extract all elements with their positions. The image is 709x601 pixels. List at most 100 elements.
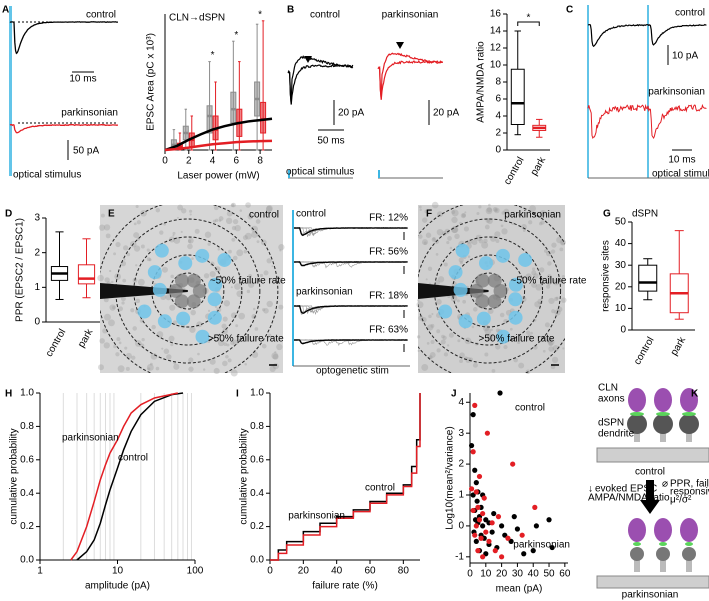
tissue-speckle: [156, 331, 164, 338]
tissue-speckle: [432, 237, 436, 241]
tissue-speckle: [416, 299, 420, 302]
tissue-speckle: [266, 258, 272, 264]
tissue-speckle: [265, 205, 273, 213]
tissue-speckle: [551, 309, 556, 314]
tissue-speckle: [487, 308, 494, 315]
tissue-speckle: [225, 217, 233, 225]
axon-terminal: [654, 388, 672, 412]
tissue-speckle: [279, 249, 282, 252]
y-tick-label: 0.8: [250, 421, 264, 432]
scatter-point: [511, 514, 517, 520]
tissue-speckle: [425, 278, 428, 281]
significance: *: [234, 30, 238, 41]
tissue-speckle: [135, 298, 141, 304]
trace-title: parkinsonian: [382, 10, 439, 21]
spine-neck: [634, 554, 640, 572]
tissue-speckle: [501, 228, 508, 235]
tissue-speckle: [430, 339, 435, 344]
scale-label: 10 ms: [668, 155, 695, 166]
tissue-speckle: [133, 245, 141, 252]
stimulus-bar: [9, 6, 12, 176]
scatter-point: [499, 554, 505, 560]
tissue-speckle: [150, 352, 158, 360]
tissue-speckle: [239, 209, 243, 212]
tissue-speckle: [545, 250, 552, 257]
tissue-speckle: [217, 248, 220, 251]
scatter-point: [470, 412, 476, 418]
tissue-speckle: [442, 231, 447, 236]
tissue-speckle: [146, 257, 151, 262]
tissue-speckle: [103, 313, 111, 321]
tissue-speckle: [416, 301, 424, 309]
tissue-speckle: [146, 363, 154, 371]
tissue-speckle: [243, 249, 248, 254]
tissue-speckle: [543, 249, 548, 253]
site-outer: [178, 256, 193, 271]
tissue-speckle: [546, 337, 553, 344]
tissue-speckle: [214, 218, 219, 223]
tissue-speckle: [110, 280, 114, 284]
site-inner: [168, 283, 183, 298]
synapse: [682, 412, 696, 416]
scatter-point: [489, 529, 495, 535]
tissue-speckle: [113, 344, 117, 349]
x-tick-label: 30: [512, 569, 524, 580]
trace: [588, 23, 707, 48]
tissue-speckle: [149, 362, 153, 366]
scatter-point: [481, 495, 487, 501]
x-tick-label: 60: [364, 566, 376, 577]
tissue-speckle: [472, 307, 478, 312]
scatter-point: [478, 535, 484, 541]
site-outer: [157, 314, 172, 329]
tissue-speckle: [207, 309, 211, 312]
fit-curve: [164, 139, 273, 152]
tissue-speckle: [534, 301, 541, 308]
tissue-speckle: [559, 239, 566, 246]
tissue-speckle: [471, 239, 478, 246]
site-inner: [192, 284, 207, 298]
y-tick-label: 3: [458, 428, 464, 439]
tissue-speckle: [436, 299, 442, 305]
axon-terminal: [680, 388, 698, 412]
tissue-speckle: [492, 207, 498, 212]
box: [510, 68, 525, 125]
tissue-speckle: [188, 237, 194, 244]
pipette: [418, 283, 489, 299]
series-label: control: [118, 453, 148, 464]
scatter-point: [491, 510, 497, 517]
y-axis-label: Log10(mean²/variance): [445, 426, 456, 529]
tissue-speckle: [228, 249, 232, 254]
site-outer: [495, 248, 510, 263]
x-tick-label: 0: [267, 566, 273, 577]
tissue-speckle: [146, 248, 150, 252]
diagram-label: parkinsonian: [622, 590, 679, 601]
y-tick-label: 1.0: [250, 388, 264, 399]
tissue-speckle: [482, 324, 490, 332]
tissue-speckle: [451, 216, 458, 224]
y-tick-label: -1: [455, 551, 464, 562]
tissue-speckle: [251, 225, 259, 233]
mean-trace: [293, 261, 408, 267]
tissue-speckle: [230, 341, 235, 346]
axon-terminal: [628, 388, 646, 412]
trace-title: parkinsonian: [296, 287, 353, 298]
tissue-speckle: [451, 209, 456, 215]
tissue-speckle: [161, 347, 164, 350]
tissue-speckle: [490, 328, 493, 332]
panel-label: D: [5, 209, 12, 220]
trace-title: parkinsonian: [648, 87, 705, 98]
tissue-speckle: [135, 264, 138, 267]
stimulus-label: optical stimulus: [286, 167, 354, 178]
tissue-speckle: [562, 347, 565, 350]
series-label: control: [515, 403, 545, 414]
y-tick-label: 8: [495, 77, 501, 88]
tissue-speckle: [441, 334, 445, 339]
tissue-speckle: [555, 296, 559, 300]
annotation: >50% failure rate: [208, 334, 284, 345]
tissue-speckle: [493, 207, 500, 214]
tissue-speckle: [190, 309, 196, 316]
spine-head: [682, 547, 696, 561]
y-tick-label: 0.4: [250, 488, 264, 499]
x-axis-label: Laser power (mW): [177, 171, 259, 182]
panel-label: J: [451, 389, 457, 400]
